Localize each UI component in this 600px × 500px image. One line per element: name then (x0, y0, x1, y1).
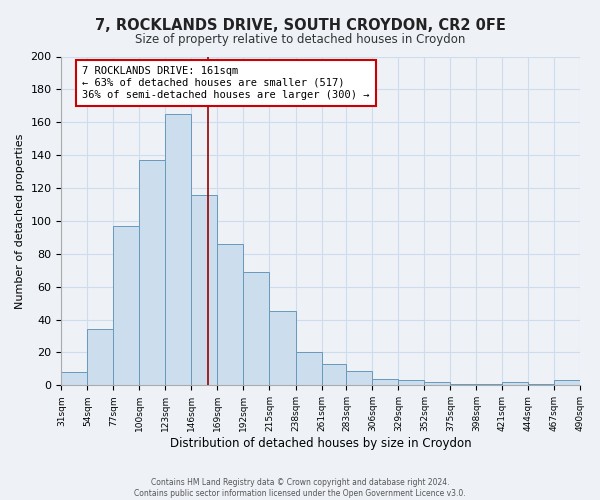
Bar (554, 380, 580, 386)
Bar (398, 380, 424, 386)
Bar (346, 370, 373, 386)
Bar (322, 364, 346, 386)
Bar (61, 372, 88, 386)
Bar (296, 352, 322, 386)
Bar (217, 244, 244, 386)
Text: 7, ROCKLANDS DRIVE, SOUTH CROYDON, CR2 0FE: 7, ROCKLANDS DRIVE, SOUTH CROYDON, CR2 0… (95, 18, 505, 32)
Bar (476, 384, 502, 386)
Bar (424, 382, 451, 386)
Bar (373, 379, 398, 386)
Bar (244, 272, 269, 386)
Bar (529, 384, 554, 386)
X-axis label: Distribution of detached houses by size in Croydon: Distribution of detached houses by size … (170, 437, 472, 450)
Bar (191, 194, 217, 386)
Text: Size of property relative to detached houses in Croydon: Size of property relative to detached ho… (135, 32, 465, 46)
Bar (269, 312, 296, 386)
Bar (166, 114, 191, 386)
Y-axis label: Number of detached properties: Number of detached properties (15, 133, 25, 308)
Text: Contains HM Land Registry data © Crown copyright and database right 2024.
Contai: Contains HM Land Registry data © Crown c… (134, 478, 466, 498)
Bar (451, 384, 476, 386)
Bar (113, 226, 139, 386)
Bar (88, 330, 113, 386)
Bar (502, 382, 529, 386)
Bar (139, 160, 166, 386)
Text: 7 ROCKLANDS DRIVE: 161sqm
← 63% of detached houses are smaller (517)
36% of semi: 7 ROCKLANDS DRIVE: 161sqm ← 63% of detac… (82, 66, 370, 100)
